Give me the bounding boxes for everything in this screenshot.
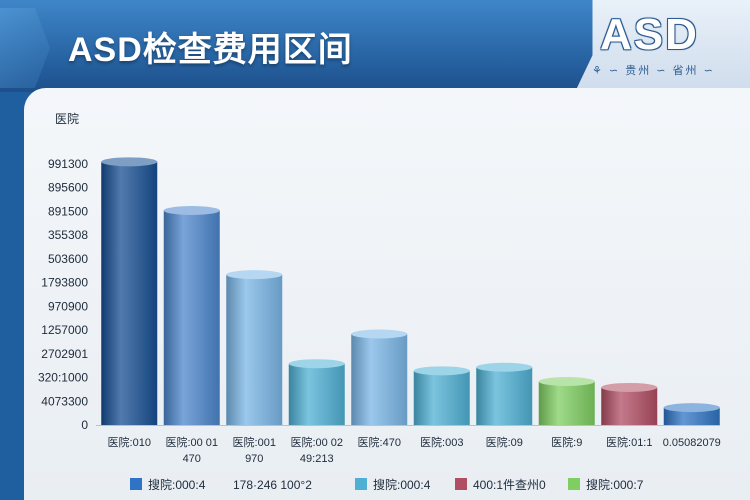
legend-swatch [130, 478, 142, 490]
bar [101, 161, 158, 425]
bar [476, 367, 533, 425]
bar-top [663, 403, 720, 413]
page-title: ASD检查费用区间 [68, 31, 353, 69]
bar-top [163, 206, 220, 215]
x-tick-label: 医院:003 [420, 435, 463, 449]
bar-top [538, 377, 595, 386]
x-tick-label: 医院:00 01 [165, 435, 218, 449]
x-tick-label: 970 [245, 453, 263, 465]
bar [538, 381, 595, 425]
bar-top [101, 157, 158, 167]
y-tick-label: 1257000 [41, 323, 88, 337]
y-tick-label: 4073300 [41, 394, 88, 408]
bar-top [288, 359, 345, 369]
bar [663, 407, 720, 425]
x-tick-label: 医院:09 [486, 435, 523, 449]
y-tick-label: 355308 [48, 228, 88, 242]
y-tick-label: 320:1000 [38, 371, 88, 385]
y-tick-label: 895600 [48, 181, 88, 195]
y-tick-label: 0 [81, 418, 88, 432]
y-axis-label: 医院 [55, 112, 79, 126]
y-tick-label: 970900 [48, 299, 88, 313]
legend-label: 178·246 100°2 [233, 478, 312, 492]
legend-swatch [568, 478, 580, 490]
legend-label: 搜院:000:4 [373, 477, 431, 492]
x-tick-label: 470 [183, 453, 201, 465]
x-tick-label: 医院:001 [233, 435, 276, 449]
logo: ASD [600, 10, 699, 59]
legend-label: 搜院:000:4 [148, 477, 206, 492]
logo-subtitle: ⚘ ∽ 贵州 ∽ 省州 ∽ [592, 65, 715, 77]
legend-swatch [455, 478, 467, 490]
bar [226, 274, 283, 425]
x-tick-label: 医院:00 02 [290, 435, 343, 449]
x-tick-label: 49:213 [300, 453, 334, 465]
y-tick-label: 2702901 [41, 347, 88, 361]
bar [413, 370, 470, 425]
bar [351, 334, 408, 425]
bar-top [601, 382, 658, 392]
bar-top [351, 329, 408, 339]
y-tick-label: 1793800 [41, 276, 88, 290]
legend-swatch [355, 478, 367, 490]
bar [288, 363, 345, 425]
bar [163, 210, 220, 425]
x-tick-label: 医院:9 [551, 435, 582, 449]
y-tick-label: 891500 [48, 204, 88, 218]
bar [601, 387, 658, 425]
bar-top [413, 366, 470, 376]
x-tick-label: 医院:470 [358, 435, 401, 449]
x-tick-label: 医院:010 [108, 435, 151, 449]
x-tick-label: 医院:01:1 [606, 435, 652, 449]
legend-label: 搜院:000:7 [586, 477, 644, 492]
legend-label: 400:1件查州0 [473, 478, 546, 492]
y-tick-label: 991300 [48, 157, 88, 171]
x-tick-label: 0.05082079 [663, 437, 721, 449]
bar-top [476, 362, 533, 372]
bar-top [226, 270, 283, 280]
logo-panel [575, 0, 750, 92]
y-tick-label: 503600 [48, 252, 88, 266]
